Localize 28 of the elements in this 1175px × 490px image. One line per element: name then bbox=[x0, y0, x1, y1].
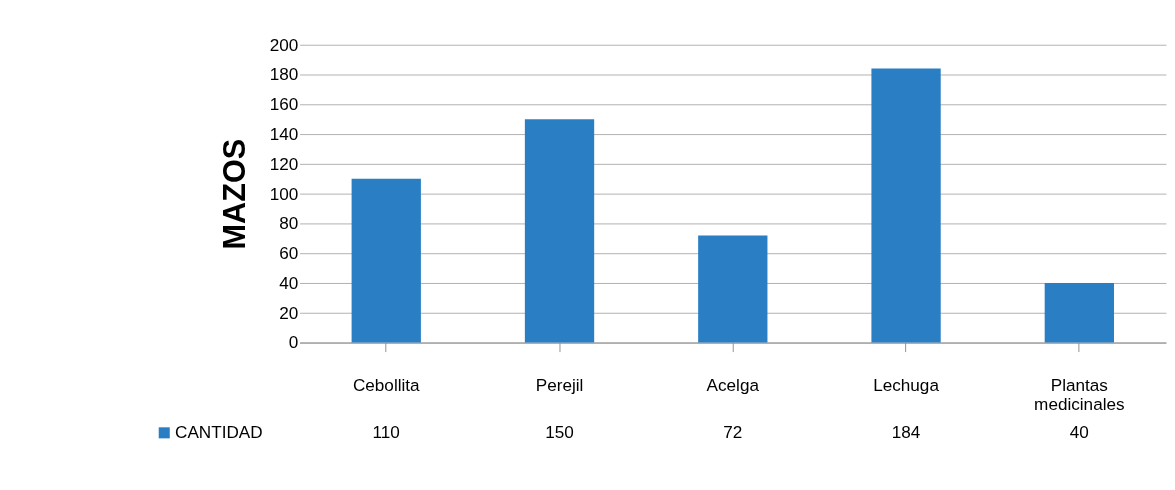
x-tick-label: Cebollita bbox=[352, 374, 421, 395]
x-tick-label: Acelga bbox=[706, 374, 760, 395]
x-tick-label: Lechuga bbox=[873, 374, 940, 395]
data-label: 184 bbox=[891, 422, 921, 443]
y-axis-title: MAZOS bbox=[217, 138, 253, 250]
y-tick-label: 80 bbox=[279, 213, 299, 234]
y-tick-label: 60 bbox=[279, 243, 299, 264]
bar bbox=[1044, 283, 1114, 343]
data-label: 40 bbox=[1069, 422, 1089, 443]
data-label: 110 bbox=[372, 422, 400, 443]
y-tick-label: 20 bbox=[279, 302, 299, 323]
y-tick-label: 120 bbox=[269, 153, 299, 174]
y-tick-label: 40 bbox=[279, 272, 299, 293]
y-tick-label: 0 bbox=[288, 332, 299, 353]
legend-label: CANTIDAD bbox=[175, 422, 263, 443]
y-tick-label: 140 bbox=[269, 123, 299, 144]
data-label: 72 bbox=[723, 422, 743, 443]
data-label: 150 bbox=[545, 422, 574, 443]
y-tick-label: 200 bbox=[269, 34, 299, 55]
y-tick-label: 100 bbox=[269, 183, 299, 204]
bar bbox=[524, 119, 595, 343]
x-tick-label: Plantas medicinales bbox=[1034, 374, 1125, 414]
x-tick-label: Perejil bbox=[535, 374, 584, 395]
bar bbox=[871, 68, 941, 343]
bar bbox=[351, 178, 421, 343]
y-tick-label: 160 bbox=[269, 94, 299, 115]
bar bbox=[698, 235, 768, 343]
y-tick-label: 180 bbox=[269, 64, 299, 85]
